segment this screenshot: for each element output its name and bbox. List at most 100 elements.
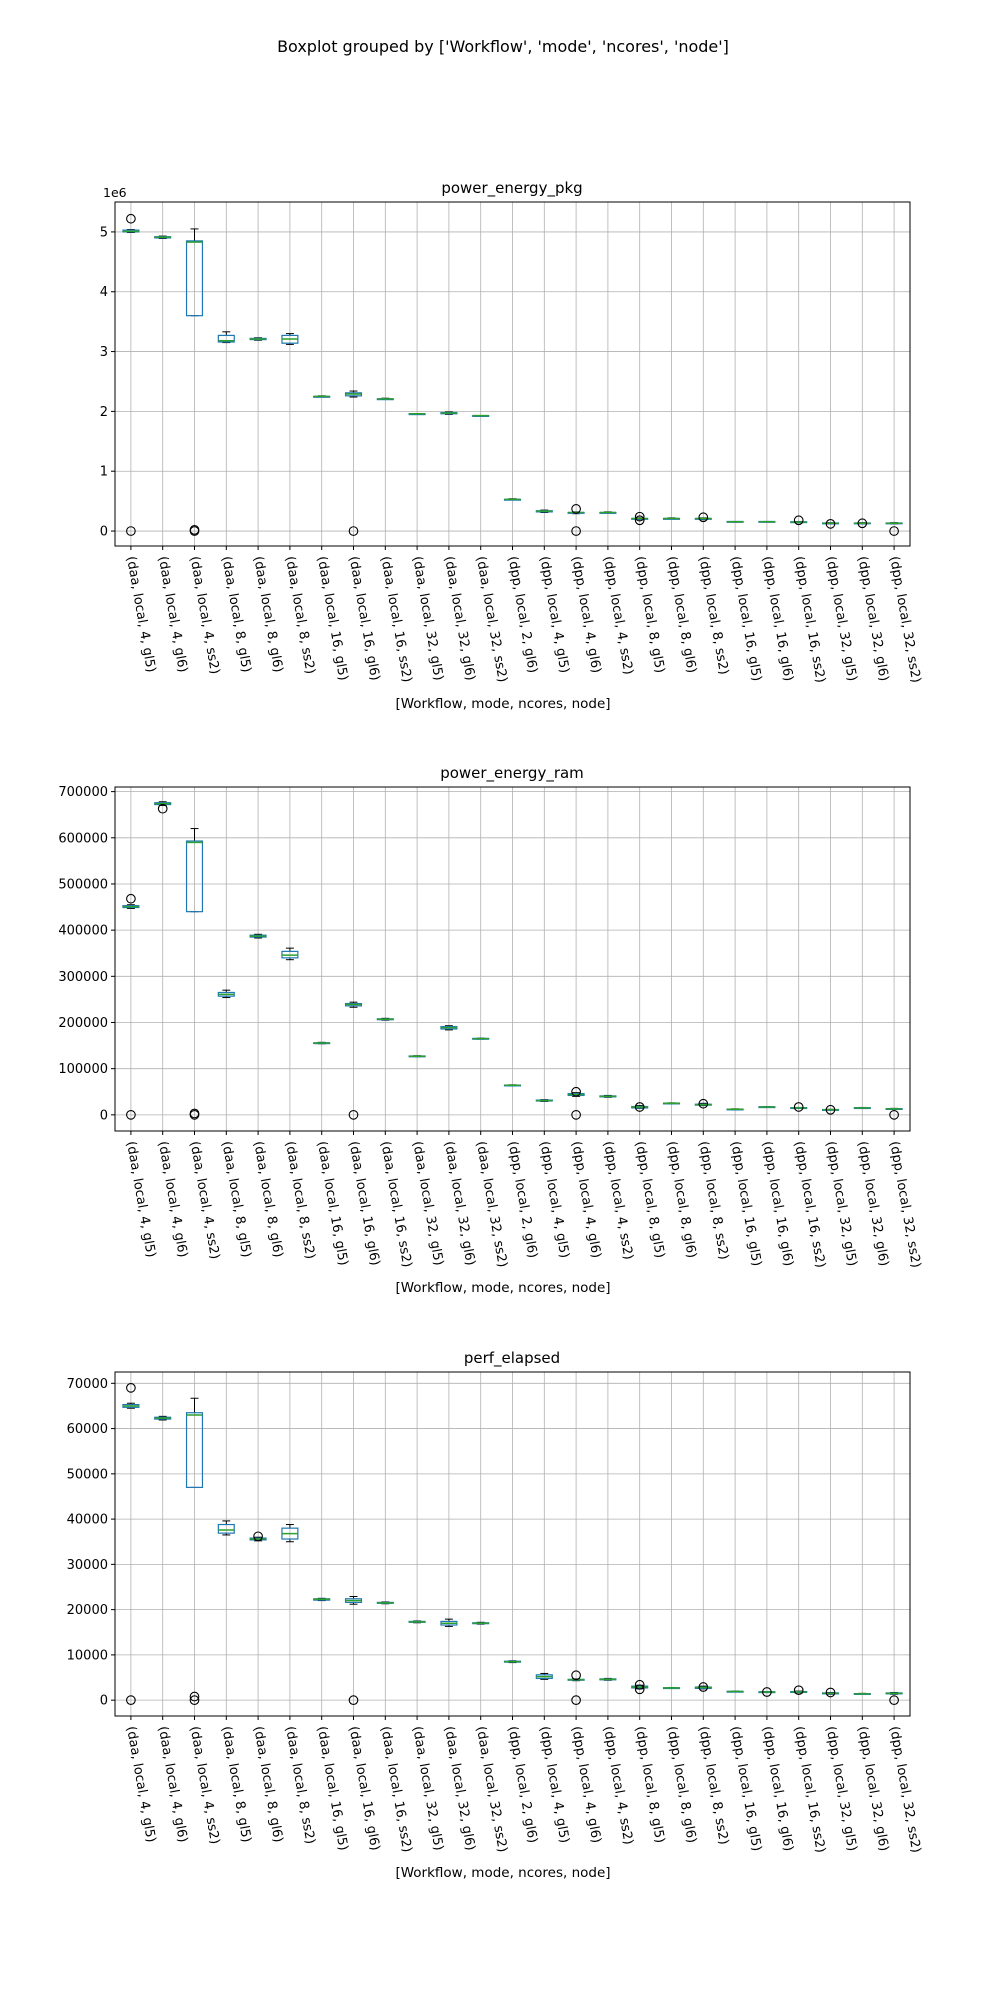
box-14 [567, 1086, 585, 1120]
x-tick-label: (dpp, local, 4, ss2) [600, 555, 636, 676]
outlier-point [253, 1531, 263, 1542]
outlier-point [571, 504, 581, 514]
box-16 [631, 1679, 649, 1695]
x-tick-label: (dpp, local, 2, gl6) [505, 1725, 540, 1844]
box-20 [758, 520, 776, 523]
y-tick-label: 700000 [58, 785, 108, 800]
box-1 [154, 1415, 172, 1421]
box-15 [599, 1677, 617, 1681]
box-20 [758, 1106, 776, 1109]
x-axis-label: [Workflow, mode, ncores, node] [395, 1280, 610, 1296]
outlier-point [825, 1687, 836, 1698]
x-tick-label: (dpp, local, 32, gl5) [823, 555, 860, 682]
x-tick-label: (daa, local, 8, gl5) [218, 1725, 253, 1844]
x-tick-label: (daa, local, 8, gl5) [218, 1140, 253, 1259]
x-tick-label: (dpp, local, 32, gl5) [823, 1140, 860, 1267]
box-0 [122, 213, 140, 536]
x-tick-label: (daa, local, 16, ss2) [377, 555, 414, 683]
box-7 [344, 390, 363, 536]
x-tick-label: (dpp, local, 8, ss2) [695, 1725, 731, 1846]
x-tick-label: (dpp, local, 16, gl5) [727, 1725, 764, 1852]
x-tick-label: (daa, local, 4, gl5) [123, 555, 158, 674]
x-tick-label: (dpp, local, 32, gl6) [854, 555, 891, 682]
x-tick-label: (dpp, local, 32, ss2) [886, 1725, 923, 1854]
y-tick-label: 30000 [67, 1558, 108, 1573]
x-tick-label: (daa, local, 32, ss2) [473, 1140, 510, 1268]
x-tick-label: (daa, local, 4, ss2) [187, 1140, 223, 1260]
y-tick-label: 300000 [58, 970, 108, 985]
box-body [185, 840, 204, 913]
box-1 [154, 801, 172, 814]
x-tick-label: (daa, local, 8, gl6) [250, 1725, 285, 1844]
x-tick-label: (daa, local, 4, ss2) [187, 1725, 223, 1845]
box-11 [472, 1037, 490, 1040]
box-21 [790, 515, 808, 526]
y-tick-label: 500000 [58, 877, 108, 892]
outlier-point [698, 1682, 709, 1692]
box-12 [503, 498, 522, 501]
outlier-point [762, 1687, 772, 1697]
outlier-point [634, 511, 645, 522]
x-tick-label: (daa, local, 16, ss2) [377, 1725, 414, 1853]
y-tick-label: 1 [100, 465, 108, 480]
x-tick-label: (dpp, local, 2, gl6) [505, 1140, 540, 1259]
box-14 [567, 504, 585, 536]
box-10 [440, 1618, 458, 1627]
box-0 [122, 1382, 140, 1706]
x-tick-label: (dpp, local, 32, gl6) [854, 1725, 891, 1852]
box-3 [217, 331, 235, 344]
box-23 [853, 518, 871, 529]
outlier-point [348, 1695, 359, 1706]
y-tick-label: 4 [100, 285, 108, 300]
y-tick-label: 100000 [58, 1062, 108, 1077]
x-axis-label: [Workflow, mode, ncores, node] [395, 1865, 610, 1881]
x-tick-label: (dpp, local, 8, gl5) [632, 1725, 667, 1844]
box-8 [376, 1601, 394, 1605]
box-8 [376, 1017, 394, 1021]
box-10 [440, 411, 458, 415]
outlier-point [189, 1695, 200, 1706]
outlier-point [698, 512, 709, 523]
box-18 [694, 1098, 712, 1109]
box-6 [313, 1597, 331, 1602]
x-tick-label: (dpp, local, 4, gl6) [568, 555, 603, 674]
outlier-point [126, 893, 136, 904]
y-tick-label: 0 [100, 525, 108, 540]
outlier-point [126, 526, 136, 536]
y-tick-label: 400000 [58, 924, 108, 939]
x-tick-label: (daa, local, 4, ss2) [187, 555, 223, 675]
x-tick-label: (daa, local, 4, gl6) [155, 1725, 190, 1844]
outlier-point [889, 1695, 899, 1706]
box-17 [662, 1102, 681, 1105]
x-tick-label: (dpp, local, 8, ss2) [695, 555, 731, 676]
box-body [185, 1412, 204, 1489]
outlier-point [126, 1695, 136, 1706]
box-22 [821, 1104, 840, 1115]
x-tick-label: (daa, local, 32, gl6) [441, 1140, 478, 1267]
box-22 [821, 519, 840, 529]
outlier-point [189, 1691, 200, 1702]
x-tick-label: (daa, local, 8, gl6) [250, 555, 285, 674]
box-body [217, 334, 235, 343]
x-tick-label: (dpp, local, 8, ss2) [695, 1140, 731, 1261]
box-13 [535, 1672, 553, 1680]
x-tick-label: (daa, local, 4, gl5) [123, 1725, 158, 1844]
box-9 [408, 1055, 426, 1058]
box-11 [472, 1621, 490, 1625]
x-tick-label: (dpp, local, 2, gl6) [505, 555, 540, 674]
x-tick-label: (dpp, local, 16, gl6) [759, 555, 796, 682]
box-5 [281, 333, 299, 345]
box-12 [503, 1084, 522, 1087]
box-14 [567, 1670, 585, 1706]
x-tick-label: (daa, local, 32, gl6) [441, 555, 478, 682]
box-23 [853, 1106, 871, 1110]
outlier-point [793, 1685, 804, 1696]
x-tick-label: (dpp, local, 16, gl6) [759, 1725, 796, 1852]
y-tick-label: 70000 [67, 1377, 108, 1392]
x-tick-label: (dpp, local, 4, gl5) [536, 1140, 571, 1259]
box-15 [599, 511, 617, 514]
outlier-point [825, 1104, 836, 1115]
y-tick-label: 40000 [67, 1513, 108, 1528]
y-tick-label: 50000 [67, 1467, 108, 1482]
figure-suptitle: Boxplot grouped by ['Workflow', 'mode', … [277, 37, 729, 56]
